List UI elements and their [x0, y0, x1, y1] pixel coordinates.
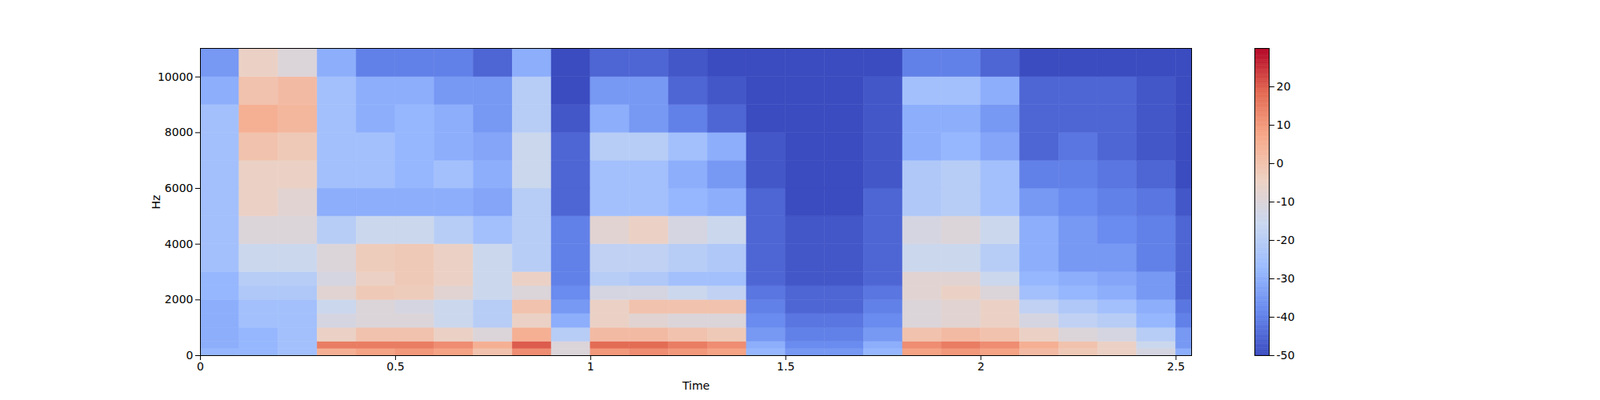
svg-text:1: 1: [587, 360, 595, 373]
svg-text:10000: 10000: [157, 70, 194, 84]
svg-text:2: 2: [977, 360, 985, 373]
svg-text:20: 20: [1276, 80, 1292, 93]
svg-text:Time: Time: [681, 379, 710, 392]
svg-text:10: 10: [1276, 118, 1292, 132]
svg-text:-20: -20: [1276, 233, 1296, 247]
svg-text:-30: -30: [1276, 272, 1296, 285]
svg-text:-50: -50: [1276, 348, 1296, 362]
svg-text:-40: -40: [1276, 310, 1296, 324]
svg-text:-10: -10: [1276, 195, 1296, 208]
svg-text:0: 0: [186, 348, 194, 362]
svg-text:4000: 4000: [164, 237, 194, 251]
svg-text:6000: 6000: [164, 181, 194, 195]
svg-text:1.5: 1.5: [776, 360, 795, 373]
svg-text:0: 0: [196, 360, 204, 373]
svg-text:8000: 8000: [164, 125, 194, 139]
svg-text:Hz: Hz: [149, 195, 163, 210]
svg-text:2.5: 2.5: [1167, 360, 1185, 373]
svg-text:0: 0: [1276, 156, 1284, 170]
svg-text:2000: 2000: [164, 292, 194, 306]
svg-text:0.5: 0.5: [386, 360, 404, 373]
